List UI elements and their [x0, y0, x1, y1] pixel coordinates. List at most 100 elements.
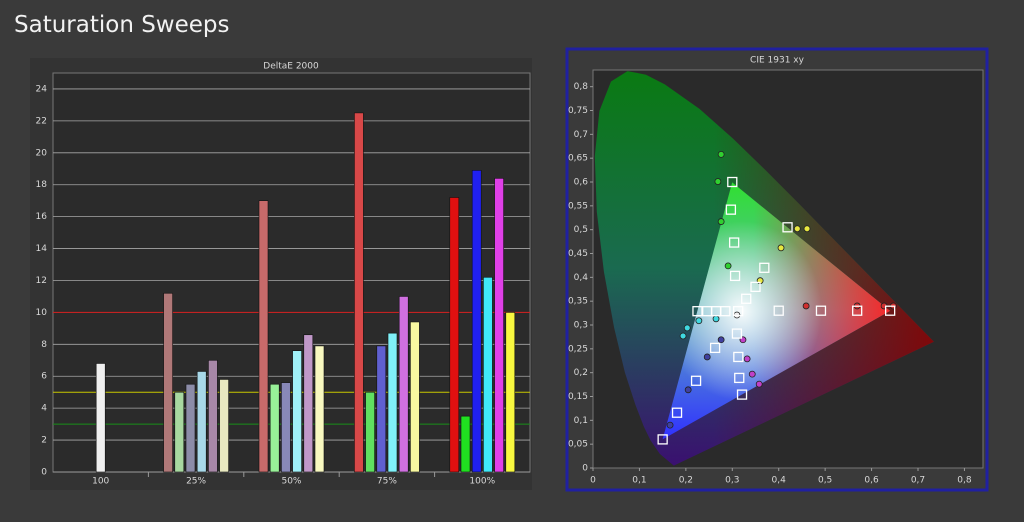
target-marker — [690, 375, 702, 386]
target-marker — [750, 281, 761, 293]
measured-point — [684, 386, 692, 394]
target-marker — [741, 293, 752, 304]
bar — [196, 371, 207, 473]
bar — [449, 197, 460, 473]
measured-point — [717, 150, 725, 158]
target-marker — [728, 237, 740, 248]
target-marker — [782, 222, 793, 233]
target-marker — [736, 389, 748, 400]
target-marker — [759, 262, 770, 273]
y-tick-label: 0 — [41, 468, 47, 478]
bar — [494, 178, 504, 473]
bar — [208, 359, 218, 473]
target-marker — [692, 306, 703, 317]
y-tick-label: 14 — [36, 244, 48, 254]
y-tick-label: 0,7 — [574, 130, 588, 140]
y-tick-label: 10 — [36, 308, 48, 318]
y-tick-label: 24 — [36, 84, 48, 94]
y-tick-label: 0,75 — [568, 106, 588, 116]
x-tick-label: 0,6 — [864, 476, 879, 486]
target-marker — [731, 328, 743, 339]
y-tick-label: 0,05 — [568, 440, 588, 450]
target-marker — [727, 176, 738, 188]
x-tick-label: 0,8 — [957, 476, 972, 486]
measured-point — [714, 178, 722, 185]
target-marker — [852, 305, 863, 316]
bar — [292, 350, 302, 473]
target-marker — [671, 407, 683, 418]
y-tick-label: 0,55 — [568, 201, 588, 211]
bar — [460, 415, 471, 473]
bar — [483, 276, 493, 473]
y-tick-label: 22 — [36, 116, 47, 126]
target-marker — [773, 305, 784, 316]
measured-point — [748, 370, 756, 378]
x-tick-label: 75% — [377, 477, 397, 487]
y-tick-label: 0,45 — [568, 249, 588, 259]
x-tick-label: 25% — [186, 477, 206, 487]
target-marker — [733, 351, 744, 363]
bar — [185, 383, 196, 473]
y-tick-label: 0,6 — [574, 178, 589, 188]
y-tick-label: 18 — [36, 180, 48, 190]
bar — [365, 391, 375, 473]
y-tick-label: 6 — [41, 372, 47, 382]
measured-point — [666, 421, 674, 429]
target-marker — [729, 270, 741, 282]
target-marker — [733, 306, 744, 317]
target-marker — [657, 434, 668, 445]
y-tick-label: 0,2 — [574, 368, 588, 378]
bar — [398, 296, 409, 473]
measured-point — [717, 336, 725, 344]
x-tick-label: 100% — [469, 477, 495, 487]
x-tick-label: 100 — [92, 477, 109, 487]
x-tick-label: 0,2 — [679, 476, 693, 486]
bar — [174, 391, 185, 473]
measured-point — [683, 324, 691, 332]
y-tick-label: 0,25 — [568, 344, 588, 354]
measured-point — [793, 225, 801, 233]
y-tick-label: 0,5 — [574, 225, 588, 235]
y-tick-label: 0,35 — [568, 297, 588, 307]
x-tick-label: 0,4 — [772, 476, 787, 486]
gamut-triangle — [662, 182, 890, 440]
x-tick-label: 0 — [590, 476, 596, 486]
page-title: Saturation Sweeps — [14, 12, 230, 38]
bar — [410, 321, 420, 473]
measured-point — [717, 218, 725, 225]
chart-title: DeltaE 2000 — [263, 62, 319, 72]
bar — [281, 382, 291, 473]
x-tick-label: 0,7 — [911, 476, 925, 486]
target-marker — [725, 204, 737, 215]
measured-point — [803, 225, 811, 233]
gamut-white — [662, 182, 890, 440]
measured-point — [724, 262, 732, 270]
measured-point — [679, 332, 687, 340]
target-marker — [884, 305, 896, 316]
bar — [269, 383, 280, 473]
x-tick-label: 0,3 — [725, 476, 739, 486]
bar — [303, 334, 314, 473]
bar — [505, 312, 516, 473]
y-tick-label: 0,15 — [568, 392, 588, 402]
bar — [471, 170, 482, 473]
y-tick-label: 20 — [36, 148, 48, 158]
y-tick-label: 16 — [36, 212, 48, 222]
x-tick-label: 50% — [281, 477, 301, 487]
x-tick-label: 0,5 — [818, 476, 832, 486]
measured-point — [743, 355, 751, 363]
y-tick-label: 12 — [36, 276, 47, 286]
bar — [376, 345, 387, 473]
measured-point — [695, 317, 703, 325]
measured-point — [733, 311, 741, 319]
measured-point — [703, 353, 711, 361]
y-tick-label: 2 — [41, 436, 47, 446]
y-tick-label: 0,65 — [568, 154, 588, 164]
bar — [163, 292, 173, 473]
target-marker — [709, 342, 721, 354]
y-tick-label: 0 — [582, 464, 588, 474]
y-tick-label: 0,1 — [574, 416, 588, 426]
measured-point — [712, 315, 720, 323]
measured-point — [802, 302, 810, 310]
